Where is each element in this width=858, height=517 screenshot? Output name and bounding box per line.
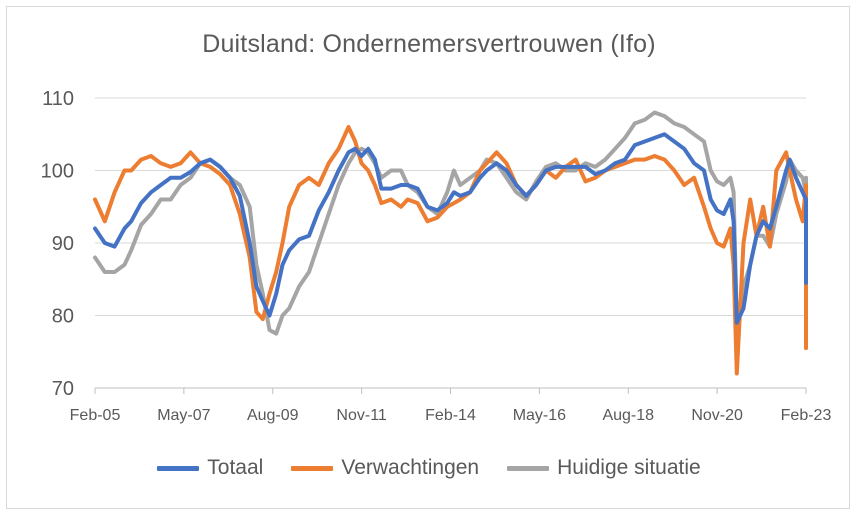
series-line-totaal — [93, 132, 808, 325]
x-tick-label: Feb-14 — [425, 407, 476, 424]
y-tick-label: 100 — [41, 161, 74, 183]
legend: Totaal Verwachtingen Huidige situatie — [0, 456, 858, 480]
x-tick-label: Nov-11 — [336, 407, 386, 424]
x-tick-label: Aug-09 — [247, 407, 299, 424]
chart-title: Duitsland: Ondernemersvertrouwen (Ifo) — [202, 30, 656, 58]
legend-swatch — [507, 465, 550, 471]
legend-label: Huidige situatie — [557, 456, 701, 479]
x-tick-label: Nov-20 — [691, 407, 743, 424]
legend-item: Verwachtingen — [291, 456, 479, 480]
x-tick-label: May-07 — [157, 407, 210, 424]
legend-item: Huidige situatie — [507, 456, 701, 480]
y-tick-label: 110 — [42, 88, 74, 110]
legend-swatch — [291, 465, 334, 471]
y-tick-label: 70 — [52, 378, 74, 400]
y-tick-label: 90 — [52, 233, 74, 255]
series-lines — [93, 110, 808, 376]
x-tick-label: May-16 — [513, 407, 566, 424]
y-axis-ticks: 70 80 90 100 110 — [41, 88, 74, 400]
legend-label: Verwachtingen — [341, 456, 480, 479]
x-tick-label: Aug-18 — [602, 407, 654, 424]
chart-frame — [6, 6, 850, 509]
legend-label: Totaal — [207, 456, 264, 479]
legend-item: Totaal — [157, 456, 263, 480]
series-line-huidige-situatie — [93, 110, 808, 336]
legend-swatch — [157, 465, 200, 471]
series-line-verwachtingen — [93, 125, 808, 376]
x-tick-label: Feb-23 — [781, 407, 832, 424]
x-axis-ticks: Feb-05 May-07 Aug-09 Nov-11 Feb-14 May-16 Aug-… — [70, 388, 832, 424]
x-tick-label: Feb-05 — [70, 407, 121, 424]
y-tick-label: 80 — [52, 306, 74, 328]
